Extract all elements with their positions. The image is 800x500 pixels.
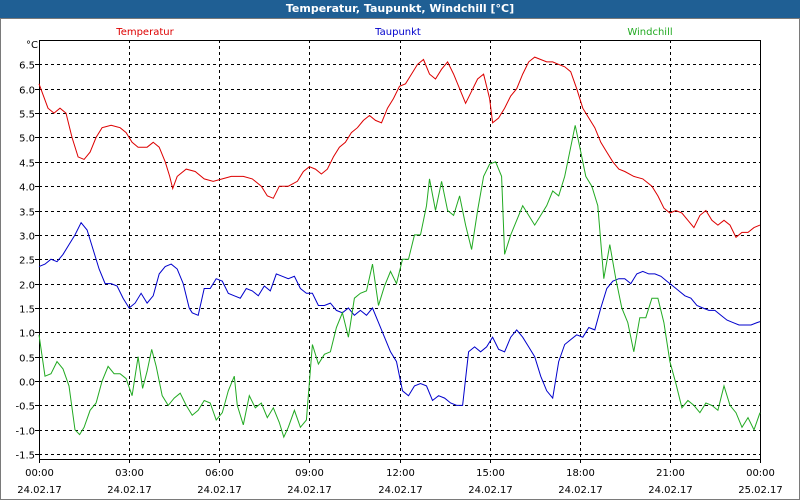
legend-temperatur: Temperatur: [115, 27, 174, 38]
legend-windchill: Windchill: [627, 27, 672, 38]
y-tick-label: 6.5: [19, 61, 35, 72]
y-tick-label: 0.0: [19, 378, 35, 389]
y-tick-label: 0.5: [19, 354, 35, 365]
y-tick-label: 2.0: [19, 281, 35, 292]
x-tick-date-label: 24.02.17: [648, 485, 693, 496]
y-tick-label: 1.0: [19, 329, 35, 340]
y-tick-label: 4.5: [19, 159, 35, 170]
legend-taupunkt: Taupunkt: [374, 27, 421, 38]
y-axis-unit-label: °C: [26, 40, 38, 51]
x-tick-time-label: 06:00: [205, 468, 234, 479]
y-tick-label: -0.5: [15, 402, 35, 413]
x-tick-time-label: 09:00: [295, 468, 324, 479]
y-tick-label: 6.0: [19, 86, 35, 97]
x-tick-date-label: 24.02.17: [468, 485, 513, 496]
x-tick-time-label: 00:00: [746, 468, 775, 479]
x-tick-time-label: 21:00: [656, 468, 685, 479]
plot-area-border: [39, 40, 761, 460]
x-tick-date-label: 24.02.17: [287, 485, 332, 496]
x-tick-time-label: 00:00: [25, 468, 54, 479]
y-tick-label: 1.5: [19, 305, 35, 316]
x-tick-date-label: 24.02.17: [17, 485, 62, 496]
y-tick-label: 5.0: [19, 134, 35, 145]
series-line-temperatur: [38, 56, 761, 239]
x-tick-time-label: 03:00: [115, 468, 144, 479]
x-tick-date-label: 24.02.17: [197, 485, 242, 496]
y-tick-label: -1.5: [15, 451, 35, 462]
y-tick-label: -1.0: [15, 427, 35, 438]
y-tick-label: 3.0: [19, 232, 35, 243]
x-tick-time-label: 18:00: [566, 468, 595, 479]
x-tick-date-label: 24.02.17: [107, 485, 152, 496]
series-line-windchill: [38, 125, 761, 439]
y-tick-label: 3.5: [19, 208, 35, 219]
series-line-taupunkt: [38, 221, 761, 406]
x-tick-date-label: 24.02.17: [558, 485, 603, 496]
x-tick-time-label: 15:00: [476, 468, 505, 479]
x-tick-date-label: 24.02.17: [378, 485, 423, 496]
y-tick-label: 4.0: [19, 183, 35, 194]
y-tick-label: 5.5: [19, 110, 35, 121]
x-tick-time-label: 12:00: [386, 468, 415, 479]
y-tick-label: 2.5: [19, 256, 35, 267]
chart-title: Temperatur, Taupunkt, Windchill [°C]: [0, 0, 800, 18]
x-tick-date-label: 25.02.17: [738, 485, 783, 496]
